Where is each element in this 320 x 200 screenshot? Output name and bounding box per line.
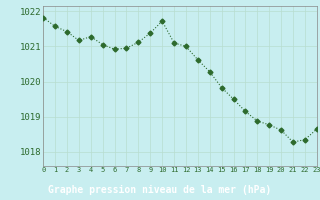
Text: Graphe pression niveau de la mer (hPa): Graphe pression niveau de la mer (hPa) bbox=[48, 185, 272, 195]
